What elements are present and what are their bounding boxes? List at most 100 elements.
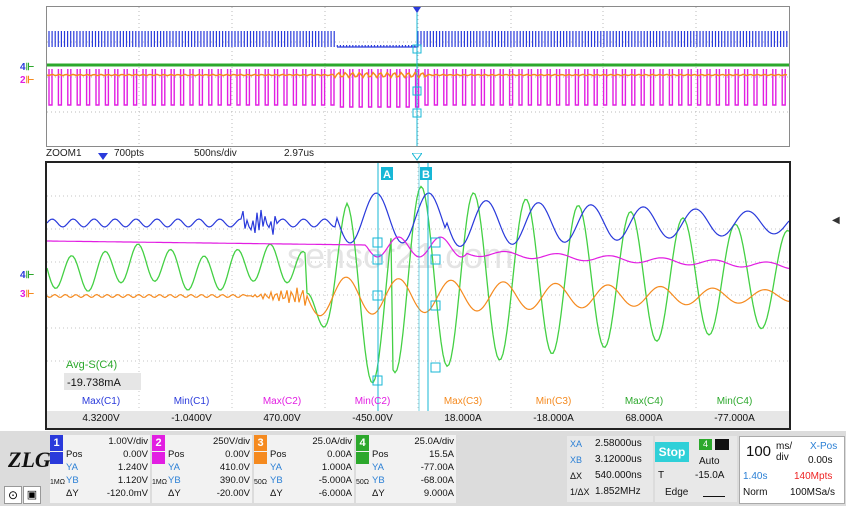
measurement-label: Min(C4) [716,396,753,407]
channel-impedance: 1MΩ [152,479,167,486]
channel-coupling-icon [50,452,63,464]
cursor-b-tag [420,167,432,180]
trace-ch3 [47,276,789,317]
overview-trace-ch2 [48,69,786,108]
overview-waveform-window[interactable] [46,6,790,147]
channel-coupling-icon [254,452,267,464]
measurement-label: Max(C1) [81,396,121,407]
channel-yb: -5.000A [318,475,352,486]
channel-yb: 390.0V [219,475,250,486]
cursor-xa: 2.58000us [595,438,642,449]
zoom-waveform-window[interactable]: sensor21.com A B Avg-S(C4) -19.738mA Max… [45,161,791,430]
trigger-position-icon [413,7,421,13]
channel-pos: 0.00A [327,449,352,460]
zoom-label: ZOOM1 [46,148,82,159]
trigger-mode: Auto [699,456,720,467]
avg-label: Avg-S(C4) [66,359,117,371]
overview-trace-ch1 [48,31,788,48]
channel-dy: 9.000A [423,488,454,499]
overview-ch-markers: 4⊩ [20,62,35,73]
trigger-slope-icon [715,439,729,450]
channel-yb: 1.120V [117,475,148,486]
channel-number-badge[interactable]: 1 [50,435,63,451]
cursor-dx: 540.000ns [595,470,642,481]
channel-coupling-icon [356,452,369,464]
timebase-panel[interactable]: 100 ms/ div X-Pos 0.00s 1.40s 140Mpts No… [739,436,845,504]
measurement-value: -18.000A [533,413,574,424]
overview-waveform-canvas [46,7,789,146]
channel-impedance: 1MΩ [50,479,65,486]
measurement-value: -1.0400V [171,413,212,424]
zoom-ch3-marker: 3⊩ [20,289,35,300]
zoom-timebase: 500ns/div [194,148,237,159]
collapse-panel-icon[interactable]: ◀ [832,215,840,226]
cursor-a-tag [381,167,393,180]
zoom-marker-icon [412,153,422,161]
channel-dy: -20.00V [216,488,250,499]
channel-dy: -6.000A [318,488,352,499]
channel-number-badge[interactable]: 3 [254,435,267,451]
measurement-label: Min(C2) [354,396,391,407]
channel-dy: -120.0mV [106,488,148,499]
measurement-label: Min(C3) [535,396,572,407]
measurement-label: Max(C4) [624,396,664,407]
zoom-trigger-icon [98,153,108,160]
cursor-readout: XA 2.58000us XB 3.12000us ΔX 540.000ns 1… [567,436,653,502]
zoom-info-strip: ZOOM1 700pts 500ns/div 2.97us [46,147,790,161]
channel-2-panel[interactable]: 2 1MΩ 250V/div Pos 0.00V YA 410.0V YB 390.0V ΔY -2… [152,435,252,503]
touch-lock-icon[interactable]: ▣ [23,486,41,504]
measurement-value: -450.00V [352,413,393,424]
trigger-level: -15.0A [695,470,725,481]
measurement-label: Max(C2) [262,396,302,407]
measurement-panel: Max(C1) 4.3200V Min(C1) -1.0400V Max(C2) 470.… [47,393,789,428]
channel-impedance: 50Ω [254,479,268,486]
channel-scale: 25.0A/div [312,436,352,447]
cursor-xb: 3.12000us [595,454,642,465]
channel-number-badge[interactable]: 4 [356,435,369,451]
channel-1-panel[interactable]: 1 1MΩ 1.00V/div Pos 0.00V YA 1.240V YB 1.120V ΔY -… [50,435,150,503]
measurement-label: Min(C1) [173,396,210,407]
avg-value: -19.738mA [67,377,121,389]
channel-4-panel[interactable]: 4 50Ω 25.0A/div Pos 15.5A YA -77.00A YB -68.00A Δ… [356,435,456,503]
zoom-waveform-canvas: sensor21.com A B Avg-S(C4) -19.738mA [47,163,789,428]
memory-depth: 140Mpts [794,471,833,482]
overview-ch2-marker: 2⊩ [20,75,35,86]
channel-3-panel[interactable]: 3 50Ω 25.0A/div Pos 0.00A YA 1.000A YB -5.000A ΔY… [254,435,354,503]
zoom-points: 700pts [114,148,145,159]
avg-value-box [64,373,141,390]
acq-mode: Norm [743,487,768,498]
x-position: 0.00s [808,455,833,466]
channel-ya: -77.00A [420,462,454,473]
zoom-tool-icon[interactable]: ⊙ [4,486,22,504]
channel-pos: 15.5A [429,449,454,460]
channel-number-badge[interactable]: 2 [152,435,165,451]
channel-scale: 1.00V/div [108,436,148,447]
measurement-value: 470.00V [263,413,301,424]
measurement-value: -77.000A [714,413,755,424]
channel-scale: 250V/div [213,436,250,447]
channel-yb: -68.00A [420,475,454,486]
channel-pos: 0.00V [123,449,148,460]
edge-icon [703,488,725,497]
trace-ch1 [47,192,789,247]
trigger-source-badge: 4 [699,439,712,450]
trace-ch4 [47,185,789,384]
trigger-type: Edge [665,487,689,498]
acq-time: 1.40s [743,471,768,482]
measurement-label: Max(C3) [443,396,483,407]
channel-impedance: 50Ω [356,479,370,486]
channel-ya: 1.000A [321,462,352,473]
timebase-value: 100 [746,443,772,460]
measurement-value: 4.3200V [82,413,120,424]
cursor-inv-dx: 1.852MHz [595,486,641,497]
channel-pos: 0.00V [225,449,250,460]
zoom-time: 2.97us [284,148,315,159]
measurement-value: 18.000A [444,413,482,424]
measurement-value: 68.000A [625,413,663,424]
channel-ya: 1.240V [117,462,148,473]
svg-text:A: A [383,169,391,181]
run-stop-button[interactable]: Stop [655,442,689,462]
zoom-ch4-marker: 4⊩ [20,270,35,281]
trigger-panel[interactable]: Stop 4 Auto T -15.0A Edge [655,436,737,502]
trace-ch2 [47,236,789,270]
